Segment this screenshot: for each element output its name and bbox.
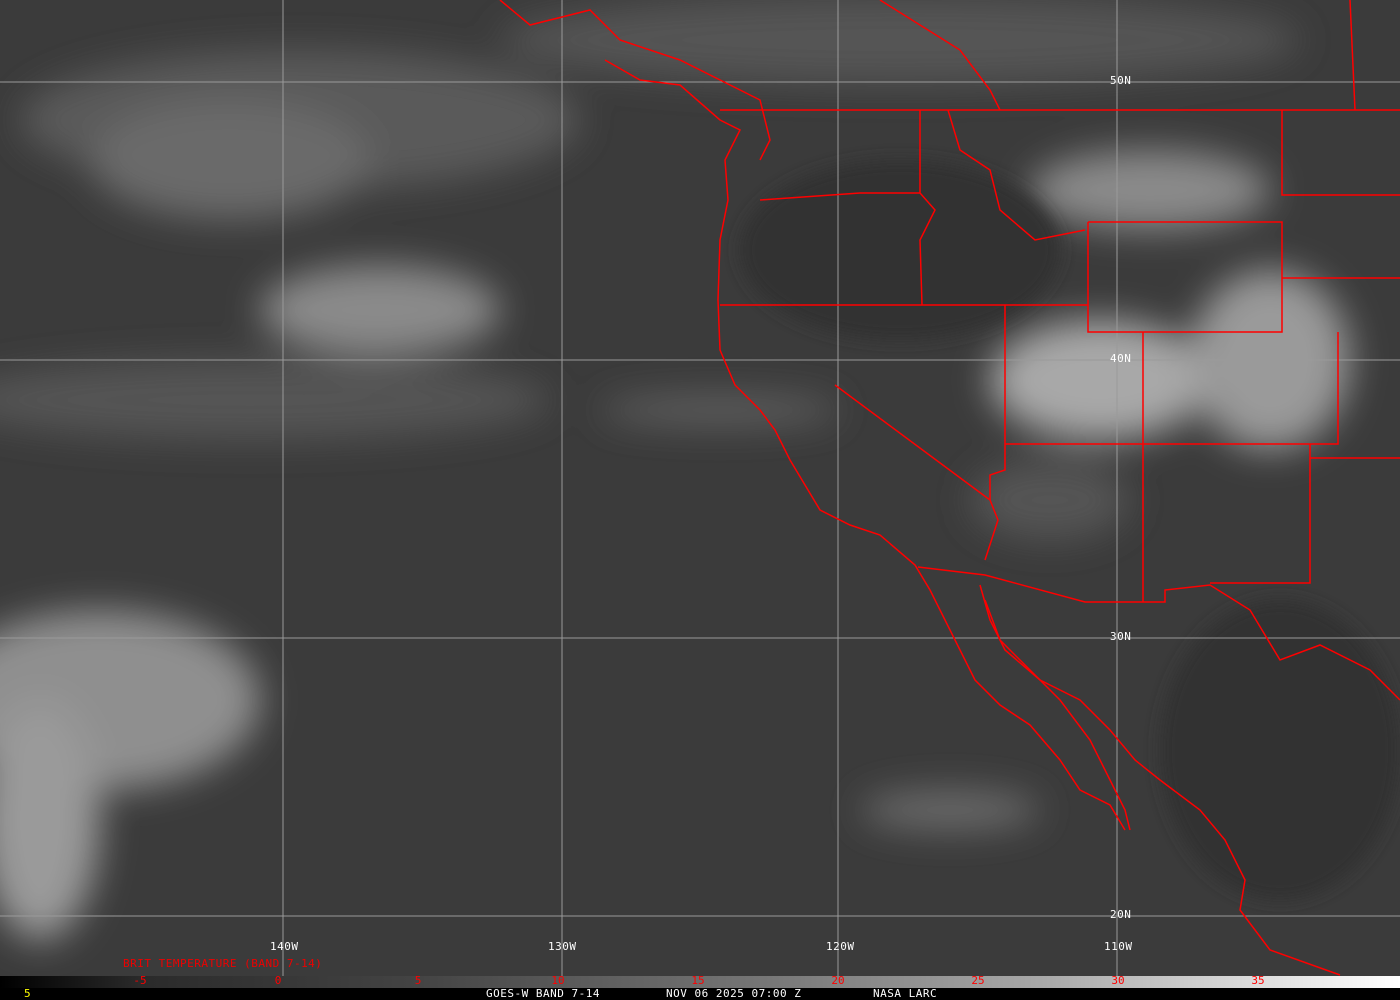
cloud-layer bbox=[0, 0, 1350, 940]
colorbar-tick: -5 bbox=[133, 974, 147, 987]
land-dark bbox=[740, 160, 1400, 900]
nm-tx-border bbox=[1210, 458, 1311, 584]
colorbar-tick: 5 bbox=[414, 974, 422, 987]
lon-label: 110W bbox=[1104, 940, 1133, 953]
boundaries bbox=[499, 0, 1400, 976]
footer-value: 5 bbox=[24, 987, 32, 1000]
us-mexico-border bbox=[917, 566, 1400, 701]
lat-label: 30N bbox=[1110, 630, 1132, 643]
mt-border bbox=[1281, 110, 1400, 196]
image-source: NASA LARC bbox=[873, 987, 938, 1000]
lat-label: 20N bbox=[1110, 908, 1132, 921]
canada-coast bbox=[499, 0, 771, 161]
lat-label: 40N bbox=[1110, 352, 1132, 365]
colorbar-tick: 20 bbox=[831, 974, 845, 987]
coastline bbox=[604, 59, 1126, 831]
colorbar-tick: 35 bbox=[1251, 974, 1265, 987]
wa-or-border bbox=[759, 192, 920, 201]
satellite-image bbox=[0, 0, 1400, 976]
lat-label: 50N bbox=[1110, 74, 1132, 87]
colorbar-title: BRIT TEMPERATURE (BAND 7-14) bbox=[123, 957, 323, 970]
colorbar-tick: 25 bbox=[971, 974, 985, 987]
nv-ut-border bbox=[989, 305, 1006, 500]
lon-label: 120W bbox=[826, 940, 855, 953]
colorbar-tick: 30 bbox=[1111, 974, 1125, 987]
wa-id-border bbox=[919, 110, 936, 306]
lon-label: 140W bbox=[270, 940, 299, 953]
lon-label: 130W bbox=[548, 940, 577, 953]
wy-border bbox=[1087, 221, 1283, 333]
ut-co-border bbox=[1005, 332, 1339, 445]
ca-nv-diagonal bbox=[834, 384, 999, 561]
colorbar: -5 0 5 10 15 20 25 30 35 bbox=[0, 974, 1400, 988]
lat-lon-grid bbox=[0, 0, 1400, 976]
alberta-sask-border bbox=[1349, 0, 1356, 111]
gulf-coastline bbox=[979, 584, 1341, 976]
colorbar-tick: 10 bbox=[551, 974, 565, 987]
image-datetime: NOV 06 2025 07:00 Z bbox=[666, 987, 802, 1000]
baja-east-coast bbox=[984, 599, 1131, 831]
colorbar-tick: 15 bbox=[691, 974, 705, 987]
colorbar-tick: 0 bbox=[274, 974, 282, 987]
bc-alberta-border bbox=[879, 0, 1001, 111]
info-footer: 5 GOES-W BAND 7-14 NOV 06 2025 07:00 Z N… bbox=[0, 987, 1400, 1000]
id-mt-border bbox=[947, 109, 1086, 241]
satellite-band: GOES-W BAND 7-14 bbox=[486, 987, 600, 1000]
